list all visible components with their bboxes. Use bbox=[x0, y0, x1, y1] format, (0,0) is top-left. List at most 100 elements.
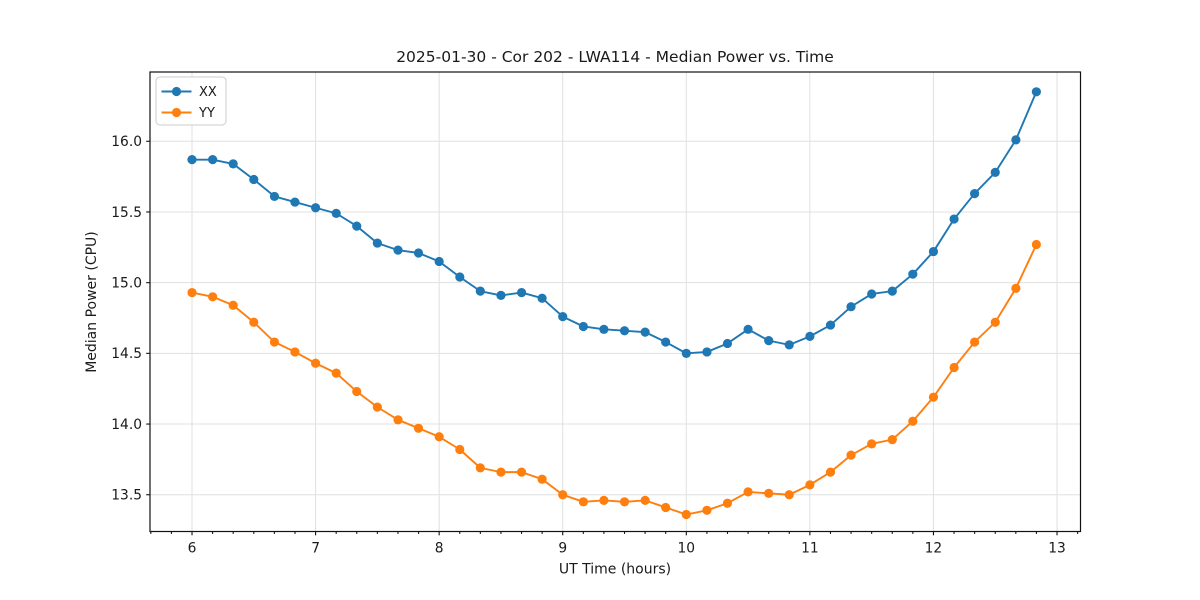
data-point-yy bbox=[372, 402, 382, 412]
data-point-yy bbox=[516, 467, 527, 477]
data-point-yy bbox=[784, 490, 794, 500]
data-point-yy bbox=[331, 368, 341, 378]
x-tick-label: 10 bbox=[678, 541, 696, 557]
data-point-xx bbox=[867, 289, 877, 299]
data-point-xx bbox=[1031, 87, 1041, 97]
data-point-yy bbox=[269, 337, 280, 347]
data-point-xx bbox=[475, 286, 485, 296]
series-layer bbox=[187, 87, 1041, 520]
data-point-yy bbox=[599, 495, 609, 505]
data-point-xx bbox=[681, 348, 691, 358]
x-tick-label: 11 bbox=[801, 541, 819, 557]
data-point-yy bbox=[681, 509, 691, 520]
data-point-xx bbox=[372, 238, 382, 248]
data-point-yy bbox=[970, 337, 980, 347]
data-point-xx bbox=[805, 331, 815, 341]
data-point-xx bbox=[290, 197, 300, 207]
data-point-yy bbox=[537, 474, 547, 484]
legend-label-yy: YY bbox=[198, 106, 215, 121]
data-point-xx bbox=[578, 321, 588, 332]
data-point-yy bbox=[743, 487, 753, 497]
data-point-xx bbox=[516, 287, 527, 298]
y-tick-label: 14.5 bbox=[111, 346, 142, 362]
data-point-yy bbox=[722, 498, 733, 508]
data-point-yy bbox=[228, 300, 238, 310]
data-point-xx bbox=[928, 246, 939, 257]
data-point-yy bbox=[434, 432, 444, 442]
data-point-yy bbox=[496, 467, 506, 477]
x-tick-label: 7 bbox=[311, 541, 320, 557]
y-tick-label: 15.0 bbox=[111, 275, 142, 291]
series-line-yy bbox=[191, 244, 1038, 516]
data-point-yy bbox=[661, 502, 671, 513]
x-tick-label: 6 bbox=[188, 541, 197, 557]
y-axis-label: Median Power (CPU) bbox=[84, 231, 100, 373]
data-point-yy bbox=[187, 287, 197, 298]
data-point-yy bbox=[1011, 283, 1021, 293]
data-point-xx bbox=[413, 248, 424, 258]
data-point-yy bbox=[455, 444, 465, 455]
legend-label-xx: XX bbox=[199, 85, 217, 100]
legend-marker-xx bbox=[171, 86, 182, 97]
data-point-yy bbox=[1031, 239, 1041, 250]
data-point-yy bbox=[702, 505, 712, 515]
y-tick-label: 16.0 bbox=[111, 134, 142, 150]
data-point-yy bbox=[908, 416, 918, 426]
data-point-xx bbox=[1011, 135, 1021, 145]
y-tick-label: 13.5 bbox=[111, 488, 142, 504]
data-point-xx bbox=[310, 203, 321, 213]
series-line-xx bbox=[192, 91, 1038, 355]
data-point-xx bbox=[846, 302, 856, 312]
data-point-xx bbox=[496, 290, 506, 300]
data-point-yy bbox=[764, 488, 774, 498]
data-point-yy bbox=[928, 392, 939, 402]
data-point-yy bbox=[805, 480, 815, 490]
data-point-yy bbox=[290, 347, 300, 357]
data-point-xx bbox=[599, 324, 609, 334]
data-point-xx bbox=[722, 338, 733, 349]
data-point-xx bbox=[825, 320, 836, 330]
data-point-xx bbox=[352, 221, 362, 231]
grid-layer bbox=[150, 72, 1081, 532]
data-point-yy bbox=[352, 386, 362, 397]
data-point-xx bbox=[990, 167, 1000, 177]
data-point-yy bbox=[887, 435, 897, 445]
y-tick-label: 15.5 bbox=[111, 205, 142, 221]
data-point-yy bbox=[825, 467, 836, 477]
x-tick-label: 12 bbox=[925, 541, 943, 557]
data-point-yy bbox=[475, 463, 485, 473]
data-point-yy bbox=[846, 450, 856, 460]
x-tick-label: 8 bbox=[435, 541, 444, 557]
data-point-yy bbox=[619, 497, 630, 507]
data-point-xx bbox=[187, 155, 197, 165]
data-point-xx bbox=[269, 191, 280, 202]
data-point-xx bbox=[434, 256, 444, 267]
chart-title: 2025-01-30 - Cor 202 - LWA114 - Median P… bbox=[396, 48, 834, 66]
x-tick-label: 9 bbox=[558, 541, 567, 557]
legend-marker-yy bbox=[171, 107, 182, 118]
data-point-xx bbox=[558, 312, 568, 322]
data-point-xx bbox=[331, 208, 341, 218]
data-point-xx bbox=[784, 340, 794, 350]
data-point-yy bbox=[640, 495, 650, 505]
data-point-xx bbox=[208, 155, 218, 165]
tick-layer: 6 7 8 9 10 11 12 13 13.5 14.0 14.5 15.0 15.5 16.0 bbox=[111, 134, 1079, 557]
data-point-xx bbox=[619, 326, 630, 336]
data-point-xx bbox=[537, 293, 547, 303]
data-point-xx bbox=[455, 272, 465, 282]
data-point-yy bbox=[413, 423, 424, 433]
plot-border bbox=[149, 71, 1082, 533]
legend: XX YY bbox=[155, 76, 227, 126]
data-point-yy bbox=[949, 362, 959, 373]
data-point-xx bbox=[228, 159, 238, 169]
x-axis-label: UT Time (hours) bbox=[559, 562, 671, 578]
data-point-yy bbox=[393, 415, 403, 425]
data-point-yy bbox=[310, 358, 321, 368]
data-point-xx bbox=[702, 347, 712, 357]
data-point-xx bbox=[970, 188, 980, 199]
data-point-yy bbox=[990, 317, 1000, 327]
data-point-yy bbox=[249, 317, 259, 327]
data-point-xx bbox=[908, 269, 918, 279]
